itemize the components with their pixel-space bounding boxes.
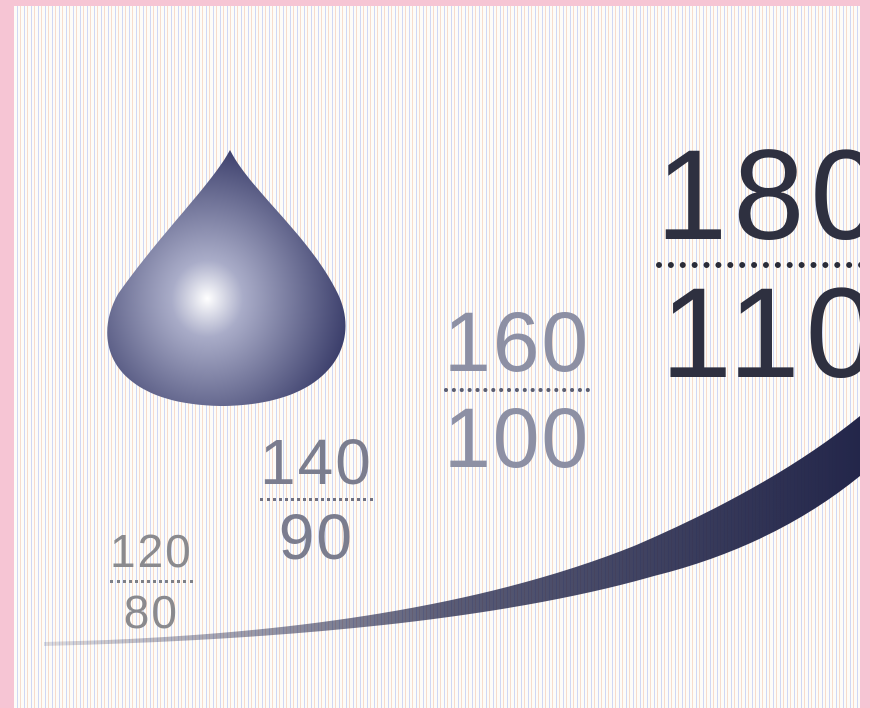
systolic-value: 180 bbox=[656, 132, 860, 260]
systolic-value: 120 bbox=[110, 528, 193, 574]
reading-160-100: 160 100 bbox=[444, 300, 590, 480]
systolic-value: 140 bbox=[260, 430, 373, 494]
reading-180-110: 180 110 bbox=[656, 132, 860, 398]
systolic-value: 160 bbox=[444, 300, 590, 384]
diastolic-value: 80 bbox=[124, 589, 179, 635]
diastolic-value: 90 bbox=[279, 505, 354, 569]
blood-drop-icon bbox=[100, 144, 360, 414]
reading-120-80: 120 80 bbox=[110, 528, 193, 635]
reading-140-90: 140 90 bbox=[260, 430, 373, 569]
fraction-bar bbox=[110, 580, 193, 583]
diastolic-value: 110 bbox=[661, 270, 860, 398]
diastolic-value: 100 bbox=[444, 396, 590, 480]
illustration-panel: 120 80 140 90 160 100 180 110 bbox=[14, 6, 860, 708]
